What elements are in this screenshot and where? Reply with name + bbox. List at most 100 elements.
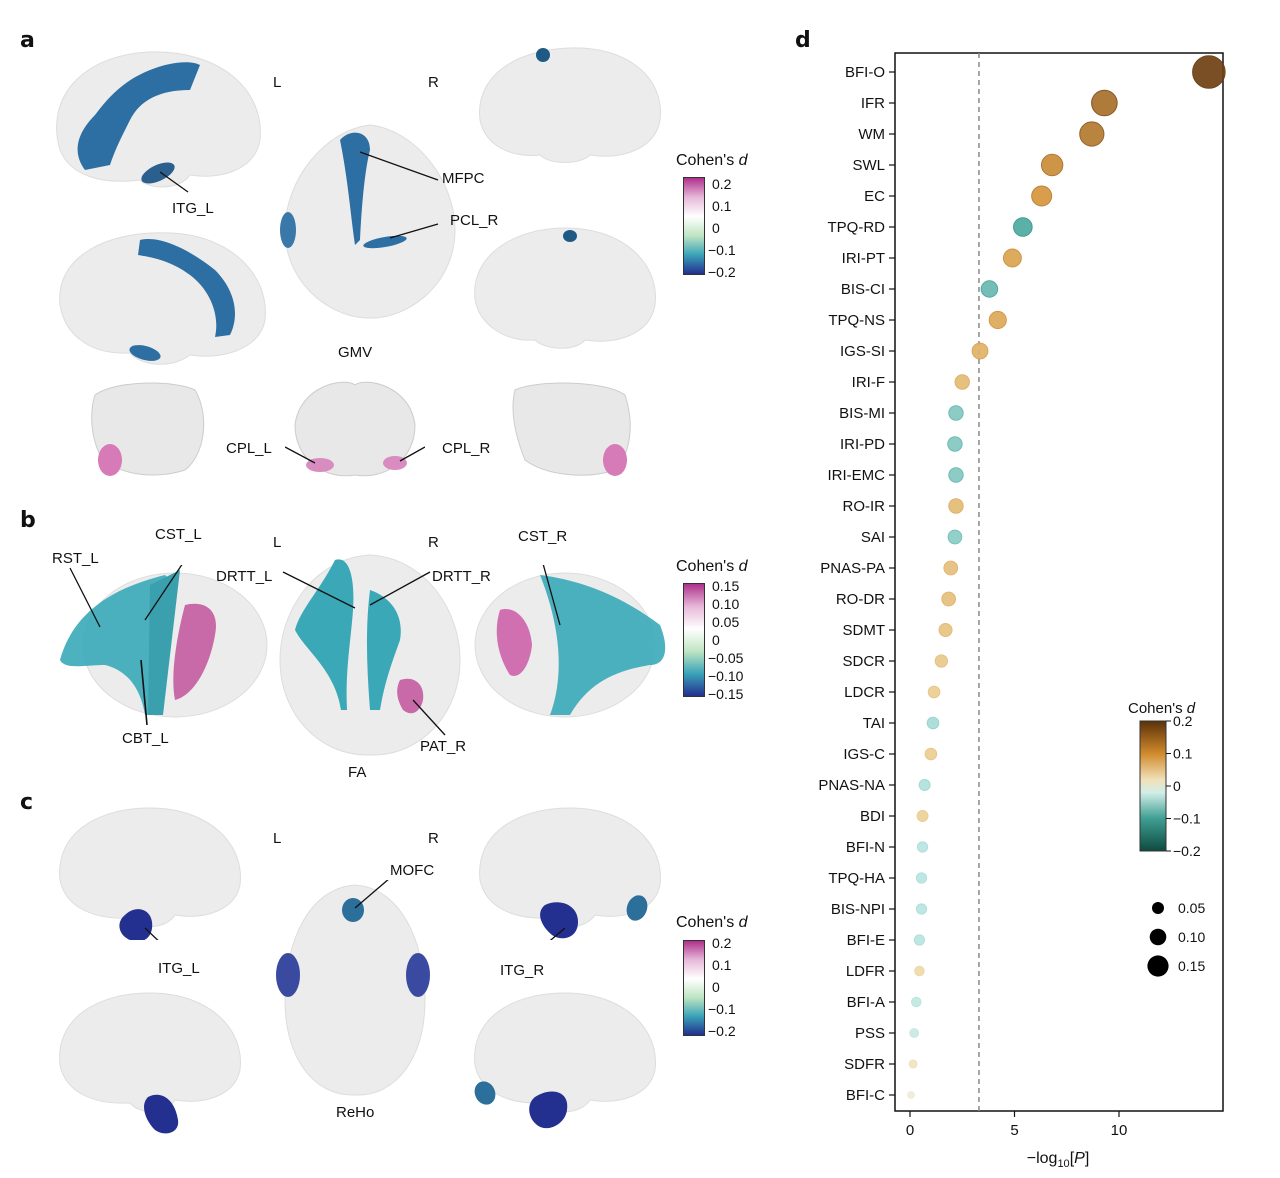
y-tick-label: LDFR [846,963,885,980]
gmv-region-right-top [536,48,550,62]
itg-l-arrow [159,171,189,193]
brain-tract-right-b [474,565,666,718]
tract-cst-right [540,575,666,715]
data-point-ro-ir [948,498,964,514]
data-point-bdi [916,810,929,822]
y-tick-label: RO-IR [843,498,886,515]
hemi-left-b: L [273,534,282,551]
modality-fa: FA [348,764,367,781]
label-cbt-l: CBT_L [122,730,169,747]
gmv-region-itg-l [141,162,175,184]
y-tick-label: IRI-F [852,374,885,391]
gmv-region-temporal-medial [129,345,161,361]
hemi-right-a: R [428,74,439,91]
data-point-igs-si [971,342,989,360]
label-itg-l-a: ITG_L [172,200,214,217]
label-pat-r: PAT_R [420,738,467,755]
panel-b-letter: b [20,508,36,533]
brain-lateral-left-top-c [59,807,241,940]
y-tick-label: BFI-E [847,932,885,949]
tract-pink-left [173,603,216,700]
panel-c-letter: c [20,790,34,815]
tract-drtt-right [366,590,401,710]
hemi-right-c: R [428,830,439,847]
data-point-iri-f [954,374,970,390]
label-mofc: MOFC [390,862,435,879]
reho-region-left-lateral [276,953,300,997]
hemi-right-b: R [428,534,439,551]
label-drtt-r: DRTT_R [432,568,491,585]
data-point-ec [1031,185,1053,207]
colorbar-c-tick: −0.2 [708,1023,736,1039]
x-tick-label: 0 [906,1122,914,1139]
y-tick-label: IGS-SI [840,343,885,360]
tract-drtt-left [295,559,354,710]
size-legend-dot [1147,955,1169,977]
size-legend-label: 0.15 [1178,958,1205,974]
size-legend-dot [1152,902,1164,914]
dot-plot-chart: BFI-O IFR WM SWL EC TPQ-RD IRI-PT BIS-CI TPQ-NS I… [818,52,1226,1170]
brain-tract-left-b [60,565,268,725]
brain-medial-right-a [474,227,656,349]
y-tick-label: BFI-N [846,839,885,856]
tract-pink-right [496,609,532,676]
data-point-pss [909,1028,920,1038]
colorbar-a [683,177,705,275]
panel-a-letter: a [20,28,35,53]
data-point-iri-pt [1002,248,1022,268]
colorbar-a-tick: 0.1 [712,198,732,214]
colorbar-b-tick: −0.10 [708,668,744,684]
y-tick-label: PSS [855,1025,885,1042]
y-tick-label: SAI [861,529,885,546]
data-point-tai [926,716,940,730]
colorbar-b-tick: −0.05 [708,650,744,666]
label-itg-r: ITG_R [500,962,545,979]
y-tick-label: BDI [860,808,885,825]
gmv-region-pcl-r [363,235,407,249]
data-point-tpq-rd [1013,217,1033,237]
cerebellum-posterior-a [285,381,425,477]
data-point-pnas-pa [943,560,959,576]
y-tick-label: TPQ-NS [828,312,885,329]
reho-region-itg-r [540,902,578,939]
colorbar-b-tick: −0.15 [708,686,744,702]
data-point-ldfr [914,965,925,977]
colorbar-c-tick: 0.1 [712,957,732,973]
y-tick-label: IRI-PD [840,436,885,453]
y-tick-label: SWL [852,157,885,174]
label-cpl-r: CPL_R [442,440,491,457]
reho-region-temporal-left-medial [144,1094,179,1134]
colorbar-a-tick: 0.2 [712,176,732,192]
colorbar-b-title: Cohen's d [676,558,748,575]
y-tick-label: SDFR [844,1056,885,1073]
y-tick-label: WM [858,126,885,143]
gmv-region-mfpc-lateral [77,62,200,171]
data-point-wm [1079,121,1105,147]
y-tick-label: SDMT [843,622,886,639]
colorbar-b-tick: 0.05 [712,614,740,630]
colorbar-b-tick: 0.10 [712,596,740,612]
y-tick-label: TPQ-RD [828,219,886,236]
data-point-bis-ci [980,280,999,298]
y-tick-label: PNAS-PA [820,560,885,577]
data-point-bfi-o [1192,55,1226,89]
tract-cbt-left [148,570,180,715]
pcl-r-arrow [389,223,439,239]
colorbar-b-tick: 0 [712,632,720,648]
brain-medial-left-a [59,232,266,365]
data-point-sdcr [934,654,949,668]
label-drtt-l: DRTT_L [216,568,273,585]
colorbar-a-tick: 0 [712,220,720,236]
brain-tract-axial-b [279,554,461,756]
data-point-sdmt [938,623,953,637]
reho-region-temporal-right-medial [529,1091,568,1129]
gmv-region-cingulate [138,239,235,337]
gmv-region-cpl-r [383,456,407,470]
y-tick-label: TAI [863,715,885,732]
gmv-region-mfpc [340,132,370,245]
y-tick-label: IFR [861,95,885,112]
data-point-pnas-na [918,779,931,791]
modality-reho: ReHo [336,1104,375,1121]
label-cpl-l: CPL_L [226,440,272,457]
colorbar-c [683,940,705,1036]
